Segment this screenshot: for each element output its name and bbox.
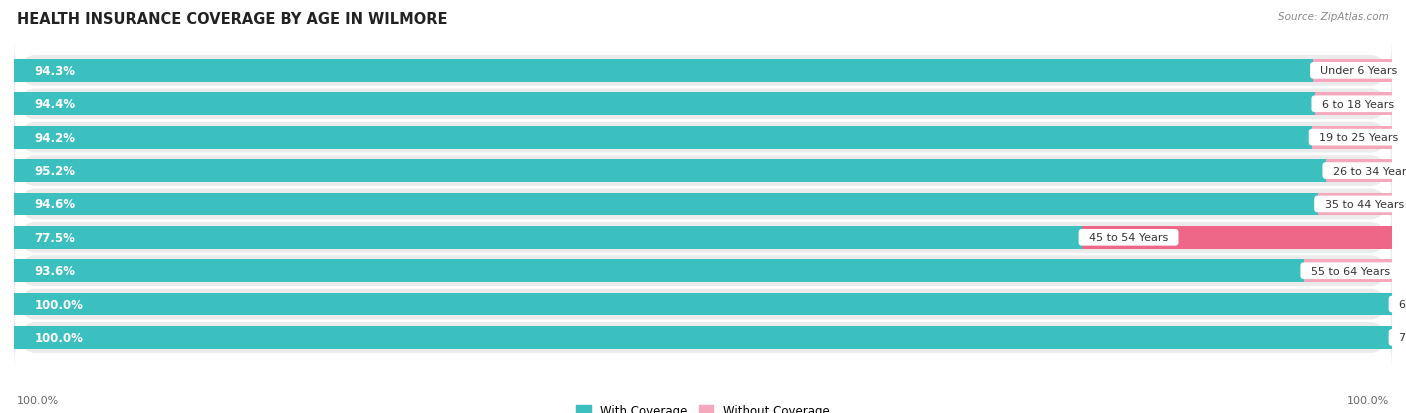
Text: 26 to 34 Years: 26 to 34 Years xyxy=(1326,166,1406,176)
Bar xyxy=(1315,93,1393,116)
Text: 95.2%: 95.2% xyxy=(35,165,76,178)
Text: 93.6%: 93.6% xyxy=(35,265,76,278)
Text: 100.0%: 100.0% xyxy=(1347,395,1389,405)
Bar xyxy=(1083,226,1392,249)
Text: 100.0%: 100.0% xyxy=(35,298,83,311)
Bar xyxy=(14,193,1317,216)
Bar xyxy=(14,293,1392,316)
Bar xyxy=(1303,260,1392,282)
Legend: With Coverage, Without Coverage: With Coverage, Without Coverage xyxy=(572,399,834,413)
Bar xyxy=(14,326,1392,349)
Bar xyxy=(14,93,1315,116)
Text: 6 to 18 Years: 6 to 18 Years xyxy=(1315,100,1400,109)
FancyBboxPatch shape xyxy=(14,136,1392,206)
Text: Source: ZipAtlas.com: Source: ZipAtlas.com xyxy=(1278,12,1389,22)
Text: 94.6%: 94.6% xyxy=(35,198,76,211)
FancyBboxPatch shape xyxy=(14,270,1392,339)
Bar xyxy=(1317,193,1392,216)
FancyBboxPatch shape xyxy=(14,203,1392,273)
Text: 75 Years and older: 75 Years and older xyxy=(1392,333,1406,343)
Text: 94.2%: 94.2% xyxy=(35,131,76,144)
FancyBboxPatch shape xyxy=(14,170,1392,239)
Text: 65 to 74 Years: 65 to 74 Years xyxy=(1392,299,1406,309)
Text: 35 to 44 Years: 35 to 44 Years xyxy=(1317,199,1406,209)
Bar xyxy=(14,126,1312,149)
FancyBboxPatch shape xyxy=(14,37,1392,106)
Bar xyxy=(1313,60,1392,83)
Bar xyxy=(1326,160,1392,183)
Text: Under 6 Years: Under 6 Years xyxy=(1313,66,1405,76)
Bar xyxy=(14,60,1313,83)
Text: 45 to 54 Years: 45 to 54 Years xyxy=(1083,233,1175,243)
Text: 77.5%: 77.5% xyxy=(35,231,76,244)
Bar xyxy=(1312,126,1392,149)
FancyBboxPatch shape xyxy=(14,103,1392,173)
Text: 55 to 64 Years: 55 to 64 Years xyxy=(1303,266,1398,276)
Text: HEALTH INSURANCE COVERAGE BY AGE IN WILMORE: HEALTH INSURANCE COVERAGE BY AGE IN WILM… xyxy=(17,12,447,27)
Text: 100.0%: 100.0% xyxy=(17,395,59,405)
Text: 100.0%: 100.0% xyxy=(35,331,83,344)
Bar xyxy=(14,160,1326,183)
Bar xyxy=(14,226,1083,249)
FancyBboxPatch shape xyxy=(14,236,1392,306)
Bar xyxy=(14,260,1303,282)
FancyBboxPatch shape xyxy=(14,303,1392,372)
Text: 94.3%: 94.3% xyxy=(35,65,76,78)
Text: 94.4%: 94.4% xyxy=(35,98,76,111)
FancyBboxPatch shape xyxy=(14,70,1392,139)
Text: 19 to 25 Years: 19 to 25 Years xyxy=(1312,133,1405,143)
